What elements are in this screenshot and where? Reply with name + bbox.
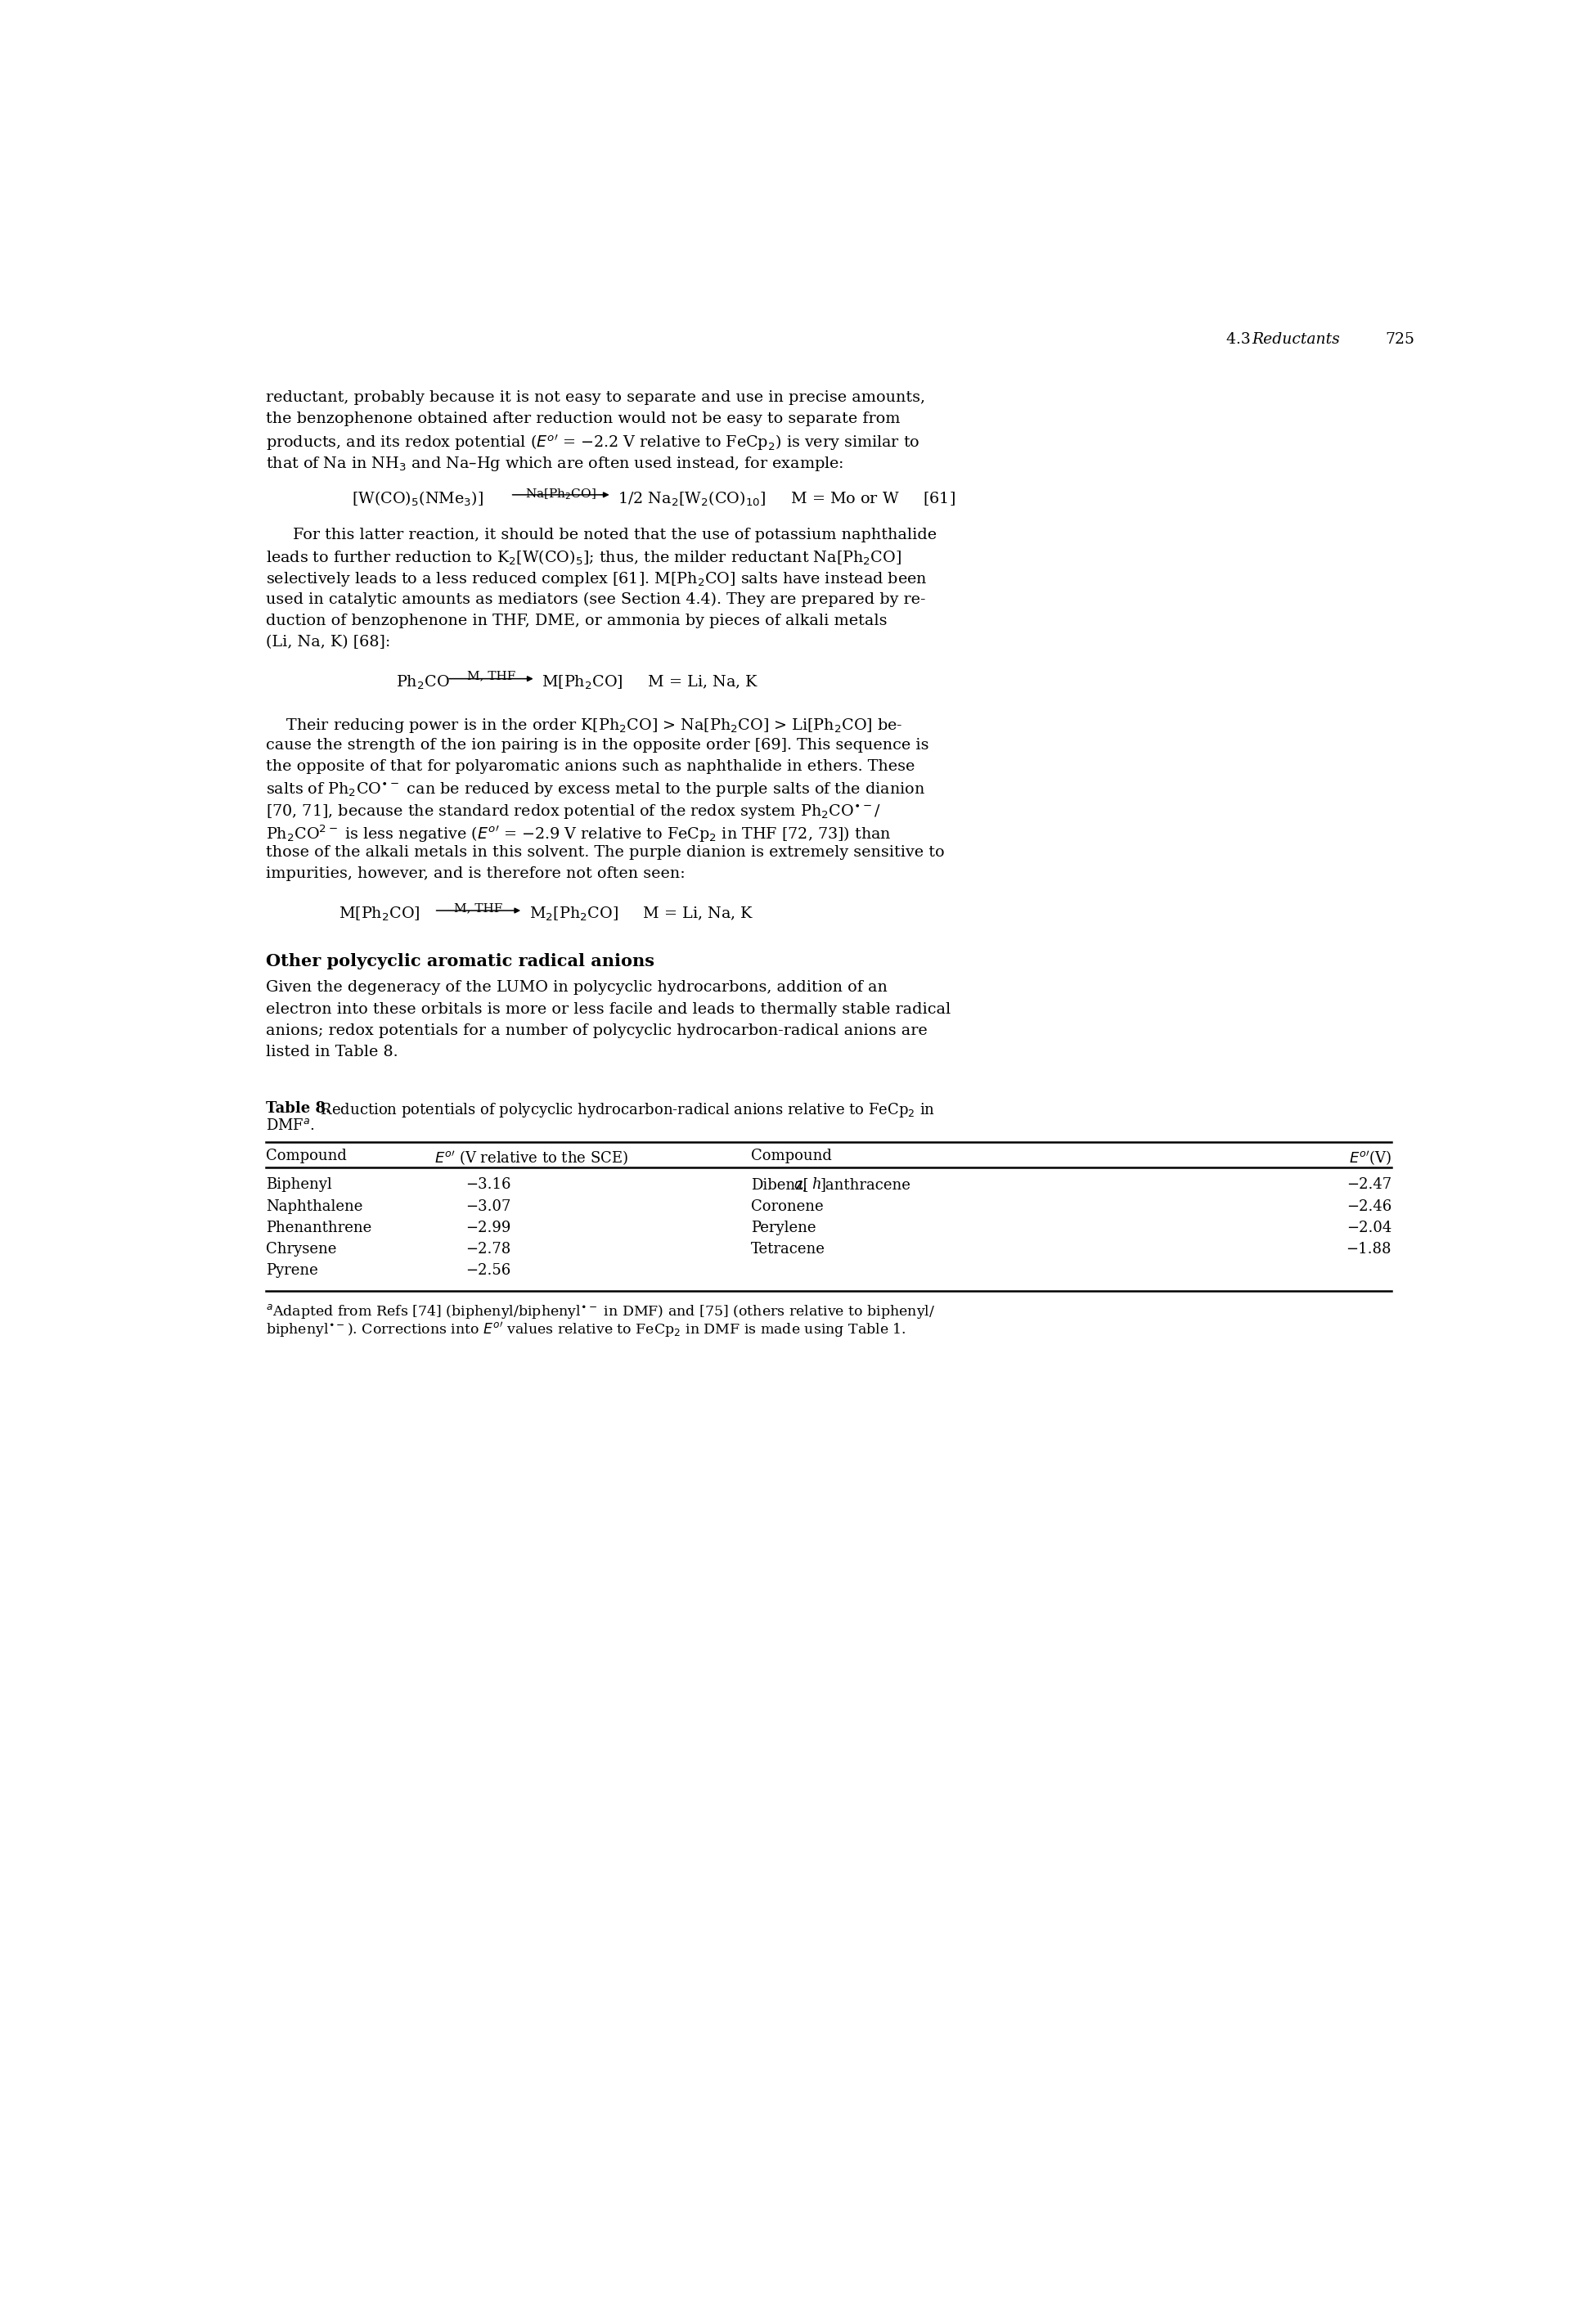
Text: Tetracene: Tetracene: [752, 1241, 825, 1257]
Text: −2.47: −2.47: [1347, 1177, 1392, 1193]
Text: [W(CO)$_5$(NMe$_3$)]: [W(CO)$_5$(NMe$_3$)]: [351, 489, 484, 508]
Text: Compound: Compound: [752, 1149, 832, 1163]
Text: M, THF: M, THF: [455, 902, 503, 914]
Text: cause the strength of the ion pairing is in the opposite order [69]. This sequen: cause the strength of the ion pairing is…: [267, 738, 929, 752]
Text: h: h: [812, 1177, 822, 1193]
Text: −2.78: −2.78: [466, 1241, 511, 1257]
Text: −3.16: −3.16: [466, 1177, 511, 1193]
Text: anions; redox potentials for a number of polycyclic hydrocarbon-radical anions a: anions; redox potentials for a number of…: [267, 1024, 927, 1038]
Text: M$_2$[Ph$_2$CO]     M = Li, Na, K: M$_2$[Ph$_2$CO] M = Li, Na, K: [530, 907, 753, 923]
Text: M[Ph$_2$CO]     M = Li, Na, K: M[Ph$_2$CO] M = Li, Na, K: [543, 674, 758, 692]
Text: the opposite of that for polyaromatic anions such as naphthalide in ethers. Thes: the opposite of that for polyaromatic an…: [267, 759, 915, 775]
Text: Dibenz[: Dibenz[: [752, 1177, 809, 1193]
Text: $E^{o\prime}$ (V relative to the SCE): $E^{o\prime}$ (V relative to the SCE): [434, 1149, 627, 1167]
Text: used in catalytic amounts as mediators (see Section 4.4). They are prepared by r: used in catalytic amounts as mediators (…: [267, 593, 926, 607]
Text: $^a$Adapted from Refs [74] (biphenyl/biphenyl$^{\bullet-}$ in DMF) and [75] (oth: $^a$Adapted from Refs [74] (biphenyl/bip…: [267, 1303, 935, 1320]
Text: electron into these orbitals is more or less facile and leads to thermally stabl: electron into these orbitals is more or …: [267, 1001, 951, 1017]
Text: Table 8.: Table 8.: [267, 1100, 330, 1117]
Text: Ph$_2$CO: Ph$_2$CO: [396, 674, 450, 692]
Text: Other polycyclic aromatic radical anions: Other polycyclic aromatic radical anions: [267, 953, 654, 969]
Text: products, and its redox potential ($E^{o\prime}$ = −2.2 V relative to FeCp$_2$) : products, and its redox potential ($E^{o…: [267, 434, 919, 452]
Text: $E^{o\prime}$(V): $E^{o\prime}$(V): [1349, 1149, 1392, 1167]
Text: Their reducing power is in the order K[Ph$_2$CO] > Na[Ph$_2$CO] > Li[Ph$_2$CO] b: Their reducing power is in the order K[P…: [267, 717, 903, 734]
Text: −2.04: −2.04: [1345, 1220, 1392, 1234]
Text: [70, 71], because the standard redox potential of the redox system Ph$_2$CO$^{\b: [70, 71], because the standard redox pot…: [267, 803, 881, 821]
Text: −2.56: −2.56: [466, 1264, 511, 1278]
Text: Given the degeneracy of the LUMO in polycyclic hydrocarbons, addition of an: Given the degeneracy of the LUMO in poly…: [267, 980, 887, 994]
Text: 1/2 Na$_2$[W$_2$(CO)$_{10}$]     M = Mo or W     [61]: 1/2 Na$_2$[W$_2$(CO)$_{10}$] M = Mo or W…: [618, 489, 956, 508]
Text: reductant, probably because it is not easy to separate and use in precise amount: reductant, probably because it is not ea…: [267, 390, 926, 406]
Text: Naphthalene: Naphthalene: [267, 1200, 362, 1213]
Text: Reductants: Reductants: [1251, 332, 1341, 346]
Text: Coronene: Coronene: [752, 1200, 824, 1213]
Text: For this latter reaction, it should be noted that the use of potassium naphthali: For this latter reaction, it should be n…: [292, 528, 937, 542]
Text: a: a: [795, 1177, 803, 1193]
Text: selectively leads to a less reduced complex [61]. M[Ph$_2$CO] salts have instead: selectively leads to a less reduced comp…: [267, 570, 927, 588]
Text: Biphenyl: Biphenyl: [267, 1177, 332, 1193]
Text: Ph$_2$CO$^{2-}$ is less negative ($E^{o\prime}$ = −2.9 V relative to FeCp$_2$ in: Ph$_2$CO$^{2-}$ is less negative ($E^{o\…: [267, 824, 892, 844]
Text: salts of Ph$_2$CO$^{\bullet-}$ can be reduced by excess metal to the purple salt: salts of Ph$_2$CO$^{\bullet-}$ can be re…: [267, 780, 926, 798]
Text: Na[Ph$_2$CO]: Na[Ph$_2$CO]: [525, 487, 597, 501]
Text: 725: 725: [1385, 332, 1414, 346]
Text: impurities, however, and is therefore not often seen:: impurities, however, and is therefore no…: [267, 867, 686, 881]
Text: DMF$^a$.: DMF$^a$.: [267, 1119, 314, 1133]
Text: (Li, Na, K) [68]:: (Li, Na, K) [68]:: [267, 634, 391, 648]
Text: −2.99: −2.99: [466, 1220, 511, 1234]
Text: leads to further reduction to K$_2$[W(CO)$_5$]; thus, the milder reductant Na[Ph: leads to further reduction to K$_2$[W(CO…: [267, 549, 902, 568]
Text: those of the alkali metals in this solvent. The purple dianion is extremely sens: those of the alkali metals in this solve…: [267, 844, 945, 861]
Text: −2.46: −2.46: [1345, 1200, 1392, 1213]
Text: ,: ,: [803, 1177, 812, 1193]
Text: Chrysene: Chrysene: [267, 1241, 337, 1257]
Text: M[Ph$_2$CO]: M[Ph$_2$CO]: [338, 907, 420, 923]
Text: duction of benzophenone in THF, DME, or ammonia by pieces of alkali metals: duction of benzophenone in THF, DME, or …: [267, 614, 887, 628]
Text: the benzophenone obtained after reduction would not be easy to separate from: the benzophenone obtained after reductio…: [267, 411, 900, 427]
Text: Perylene: Perylene: [752, 1220, 816, 1234]
Text: biphenyl$^{\bullet-}$). Corrections into $E^{o\prime}$ values relative to FeCp$_: biphenyl$^{\bullet-}$). Corrections into…: [267, 1320, 907, 1338]
Text: listed in Table 8.: listed in Table 8.: [267, 1045, 399, 1059]
Text: ]anthracene: ]anthracene: [820, 1177, 911, 1193]
Text: Pyrene: Pyrene: [267, 1264, 318, 1278]
Text: M, THF: M, THF: [468, 671, 516, 683]
Text: −1.88: −1.88: [1345, 1241, 1392, 1257]
Text: −3.07: −3.07: [466, 1200, 511, 1213]
Text: that of Na in NH$_3$ and Na–Hg which are often used instead, for example:: that of Na in NH$_3$ and Na–Hg which are…: [267, 454, 844, 473]
Text: Compound: Compound: [267, 1149, 346, 1163]
Text: Phenanthrene: Phenanthrene: [267, 1220, 372, 1234]
Text: 4.3: 4.3: [1227, 332, 1261, 346]
Text: Reduction potentials of polycyclic hydrocarbon-radical anions relative to FeCp$_: Reduction potentials of polycyclic hydro…: [316, 1100, 935, 1119]
